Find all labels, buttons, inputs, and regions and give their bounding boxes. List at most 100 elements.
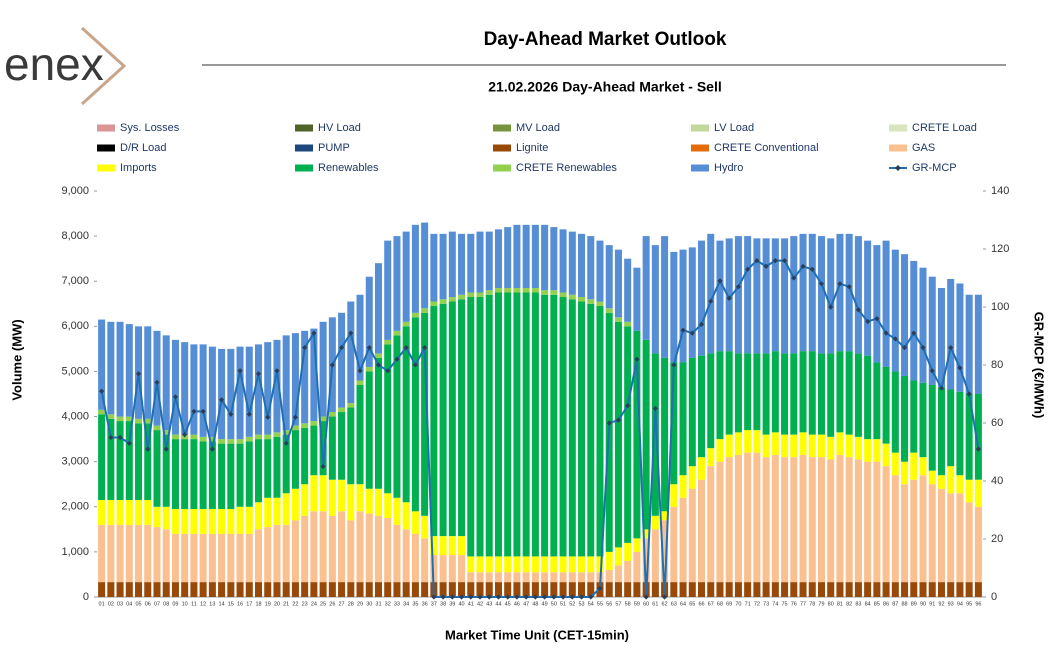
bar-segment [698,240,706,356]
x-tick-label: 07 [154,601,160,607]
bar-segment [282,430,290,435]
x-tick-label: 82 [846,601,852,607]
bar-segment [153,430,161,507]
bar-segment [753,452,761,583]
bar-segment [605,569,613,583]
price-marker [652,405,658,412]
bar-segment [411,224,419,313]
price-marker [311,330,317,336]
y-tick-label: 0 [83,591,89,603]
bar-segment [384,493,392,519]
x-tick-label: 03 [117,601,123,607]
price-marker [975,446,981,452]
bar-segment [356,294,364,381]
bar-segment [642,339,650,530]
bar-segment [255,502,263,530]
bar-segment [624,321,632,327]
bar-segment [974,506,982,583]
price-marker [468,594,474,600]
bar-segment [421,312,429,516]
x-tick-label: 87 [892,601,898,607]
bar-segment [282,582,290,597]
bar-segment [328,416,336,480]
bar-segment [661,236,669,358]
x-tick-label: 95 [966,601,972,607]
bar-segment [291,582,299,597]
x-tick-label: 64 [680,601,686,607]
price-marker [671,362,677,368]
bar-segment [974,394,982,480]
bar-segment [725,457,733,583]
y2-tick-label: 60 [991,417,1003,429]
bar-segment [264,342,272,435]
price-marker [874,316,880,322]
x-tick-label: 45 [505,601,511,607]
bar-segment [162,582,170,597]
bar-segment [568,231,576,295]
bar-segment [301,515,309,583]
bar-segment [587,556,595,573]
bar-segment [541,556,549,573]
bar-segment [679,249,687,363]
x-tick-label: 80 [828,601,834,607]
bar-segment [725,351,733,435]
bar-segment [919,582,927,597]
legend-label: CRETE Renewables [516,162,617,174]
y-tick-label: 1,000 [61,546,89,558]
bar-segment [817,236,825,354]
price-marker [422,345,428,351]
bar-segment [974,479,982,507]
bar-segment [393,524,401,583]
x-tick-label: 85 [874,601,880,607]
bar-segment [817,434,825,458]
bar-segment [374,488,382,516]
bar-segment [873,582,881,597]
bar-segment [162,335,170,431]
bar-segment [504,572,512,583]
bar-segment [347,484,355,521]
bar-segment [716,240,724,352]
bar-segment [273,436,281,498]
bar-segment [467,582,475,597]
price-marker [542,594,548,600]
bar-segment [725,582,733,597]
bar-segment [98,582,106,597]
bar-segment [781,457,789,583]
bar-segment [402,502,410,530]
bar-segment [614,565,622,583]
legend-swatch [97,144,115,152]
y-tick-label: 3,000 [61,456,89,468]
bar-segment [891,582,899,597]
bar-segment [199,509,207,534]
y-tick-label: 6,000 [61,320,89,332]
bar-segment [393,497,401,525]
bar-segment [291,488,299,521]
x-tick-label: 20 [274,601,280,607]
bar-segment [125,524,133,583]
bar-segment [291,425,299,431]
bar-segment [698,582,706,597]
bar-segment [236,439,244,444]
price-marker [431,594,437,600]
bar-segment [328,412,336,417]
bar-segment [716,582,724,597]
x-tick-label: 06 [145,601,151,607]
bar-segment [605,245,613,309]
bar-segment [393,236,401,331]
bar-segment [199,533,207,583]
bar-segment [393,582,401,597]
bar-segment [559,572,567,583]
x-tick-label: 92 [938,601,944,607]
bar-segment [402,231,410,322]
bar-segment [264,582,272,597]
bar-segment [845,582,853,597]
bar-segment [116,416,124,422]
bar-segment [651,353,659,516]
x-tick-label: 01 [99,601,105,607]
bar-segment [624,542,632,561]
bar-segment [181,533,189,583]
bar-segment [679,475,687,498]
bar-segment [162,430,170,435]
bar-segment [439,303,447,537]
